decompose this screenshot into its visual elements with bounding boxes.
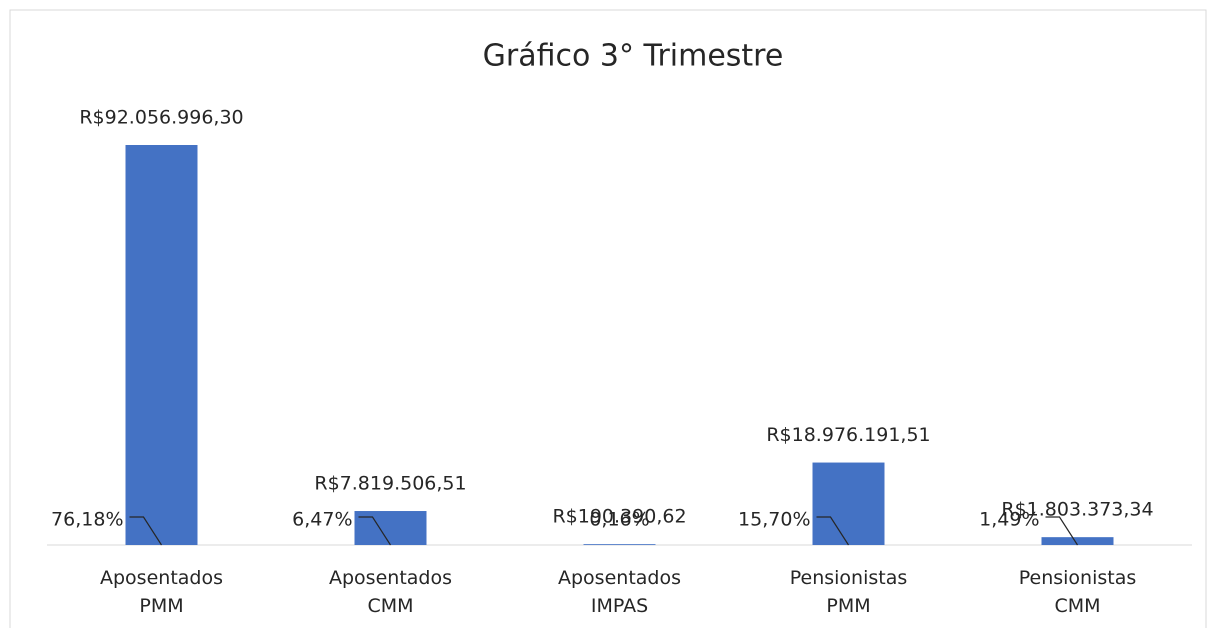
bar xyxy=(812,462,885,545)
x-tick-label: Pensionistas PMM xyxy=(790,567,908,617)
x-tick-label: Pensionistas CMM xyxy=(1019,567,1137,617)
x-tick-label: Aposentados IMPAS xyxy=(558,567,681,617)
leader-line xyxy=(816,516,850,546)
value-label: R$190.390,62 xyxy=(552,506,686,528)
bar xyxy=(1041,537,1114,545)
bar xyxy=(583,544,656,545)
value-label: R$1.803.373,34 xyxy=(1001,499,1153,521)
value-label: R$7.819.506,51 xyxy=(314,473,466,495)
x-tick-label: Aposentados PMM xyxy=(100,567,223,617)
leader-line xyxy=(129,516,163,546)
leader-line xyxy=(358,516,392,546)
percentage-label: 15,70% xyxy=(738,509,810,531)
value-label: R$92.056.996,30 xyxy=(79,107,243,129)
percentage-label: 6,47% xyxy=(292,509,352,531)
chart-title: Gráfico 3° Trimestre xyxy=(483,39,784,74)
percentage-label: 0,16% xyxy=(589,509,649,531)
leader-line xyxy=(1045,516,1079,546)
x-tick-label: Aposentados CMM xyxy=(329,567,452,617)
chart-frame xyxy=(9,9,1207,628)
percentage-label: 1,49% xyxy=(979,509,1039,531)
value-label: R$18.976.191,51 xyxy=(766,424,930,446)
bar xyxy=(354,511,427,545)
percentage-label: 76,18% xyxy=(51,509,123,531)
bar xyxy=(125,145,198,545)
